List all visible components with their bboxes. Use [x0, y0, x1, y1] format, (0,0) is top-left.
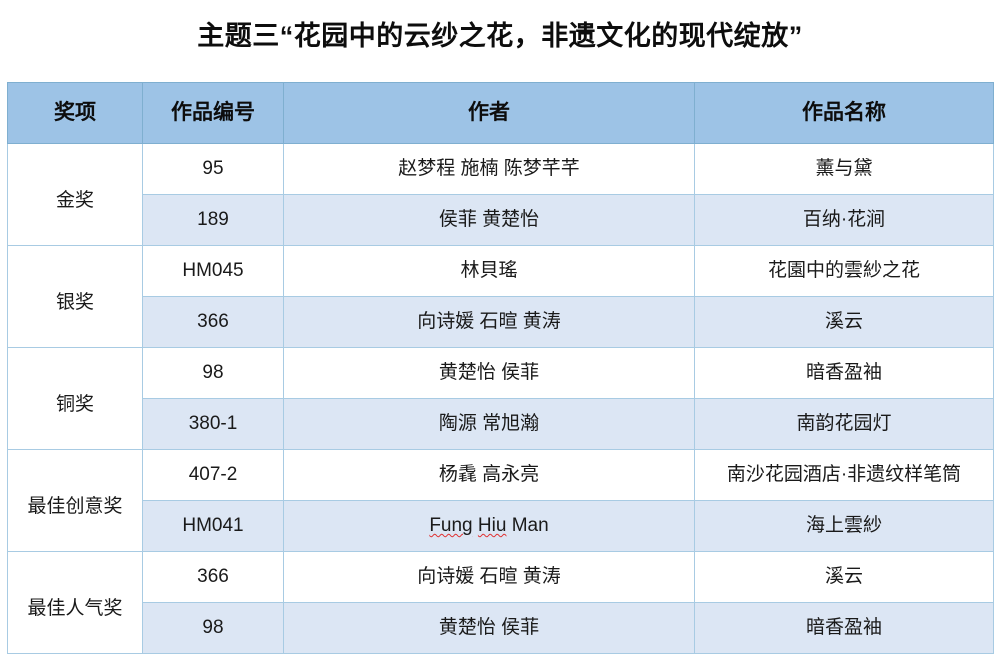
award-group-cell: 银奖 — [7, 245, 143, 348]
cell-work-code: 366 — [142, 296, 284, 348]
cell-work-code: 98 — [142, 347, 284, 399]
cell-author: 黄楚怡 侯菲 — [283, 347, 695, 399]
author-word: Man — [511, 515, 549, 537]
award-group-label: 金奖 — [55, 189, 94, 211]
page-title: 主题三“花园中的云纱之花，非遗文化的现代绽放” — [197, 21, 803, 51]
cell-work-title: 百纳·花涧 — [694, 194, 994, 246]
cell-work-code: 189 — [142, 194, 284, 246]
table-row: 189 侯菲 黄楚怡 百纳·花涧 — [8, 194, 994, 246]
table-row: 366 向诗媛 石暄 黄涛 溪云 — [8, 296, 994, 348]
cell-author: 向诗媛 石暄 黄涛 — [283, 551, 695, 603]
cell-author: 林貝瑤 — [283, 245, 695, 297]
cell-author: 赵梦程 施楠 陈梦芊芊 — [283, 143, 695, 195]
award-group-cell: 铜奖 — [7, 347, 143, 450]
cell-work-code: 95 — [142, 143, 284, 195]
cell-work-code: 380-1 — [142, 398, 284, 450]
cell-work-title: 薰与黛 — [694, 143, 994, 195]
cell-work-code: HM041 — [142, 500, 284, 552]
column-header-work: 作品名称 — [694, 82, 994, 144]
table-row: 铜奖 98 黄楚怡 侯菲 暗香盈袖 — [7, 347, 994, 450]
award-group-label: 铜奖 — [55, 393, 94, 415]
cell-author: 杨毳 高永亮 — [283, 449, 695, 501]
cell-work-title: 溪云 — [694, 296, 994, 348]
spellcheck-word: Fung — [429, 515, 473, 537]
cell-work-title: 溪云 — [694, 551, 994, 603]
column-header-award: 奖项 — [7, 82, 143, 144]
table-row: 最佳创意奖 407-2 杨毳 高永亮 南沙花园酒店·非遗纹样笔筒 — [7, 449, 994, 552]
cell-work-title: 海上雲紗 — [694, 500, 994, 552]
table-row: 银奖 HM045 林貝瑤 花園中的雲紗之花 — [7, 245, 994, 348]
award-group-label: 最佳创意奖 — [27, 495, 123, 517]
cell-author: 黄楚怡 侯菲 — [283, 602, 695, 654]
cell-work-code: 98 — [142, 602, 284, 654]
cell-work-title: 花園中的雲紗之花 — [694, 245, 994, 297]
cell-work-title: 南沙花园酒店·非遗纹样笔筒 — [694, 449, 994, 501]
award-results-table-container: 奖项 作品编号 作者 作品名称 金奖 95 赵梦程 施楠 陈梦芊芊 薰与黛 189 侯菲 … — [7, 82, 994, 654]
table-row: 98 黄楚怡 侯菲 暗香盈袖 — [8, 602, 994, 654]
award-results-table: 奖项 作品编号 作者 作品名称 金奖 95 赵梦程 施楠 陈梦芊芊 薰与黛 189 侯菲 … — [7, 82, 994, 654]
table-row: 金奖 95 赵梦程 施楠 陈梦芊芊 薰与黛 — [7, 143, 994, 246]
cell-work-title: 暗香盈袖 — [694, 347, 994, 399]
award-group-cell: 金奖 — [7, 143, 143, 246]
table-row: 最佳人气奖 366 向诗媛 石暄 黄涛 溪云 — [7, 551, 994, 654]
table-header: 奖项 作品编号 作者 作品名称 — [7, 82, 994, 144]
table-row: 380-1 陶源 常旭瀚 南韵花园灯 — [8, 398, 994, 450]
award-group-label: 最佳人气奖 — [27, 597, 123, 619]
cell-work-code: HM045 — [142, 245, 284, 297]
table-row: HM041 Fung Hiu Man 海上雲紗 — [8, 500, 994, 552]
award-group-label: 银奖 — [55, 291, 94, 313]
cell-author: 陶源 常旭瀚 — [283, 398, 695, 450]
cell-work-title: 暗香盈袖 — [694, 602, 994, 654]
cell-work-code: 407-2 — [142, 449, 284, 501]
cell-author: 侯菲 黄楚怡 — [283, 194, 695, 246]
cell-author: Fung Hiu Man — [283, 500, 695, 552]
cell-author: 向诗媛 石暄 黄涛 — [283, 296, 695, 348]
column-header-author: 作者 — [283, 82, 695, 144]
table-body: 金奖 95 赵梦程 施楠 陈梦芊芊 薰与黛 189 侯菲 黄楚怡 百纳·花涧 银奖 HM045 林… — [7, 143, 994, 654]
column-header-code: 作品编号 — [142, 82, 284, 144]
award-group-cell: 最佳创意奖 — [7, 449, 143, 552]
cell-work-code: 366 — [142, 551, 284, 603]
table-header-row: 奖项 作品编号 作者 作品名称 — [7, 82, 994, 144]
award-group-cell: 最佳人气奖 — [7, 551, 143, 654]
cell-work-title: 南韵花园灯 — [694, 398, 994, 450]
spellcheck-word: Hiu — [477, 515, 507, 537]
